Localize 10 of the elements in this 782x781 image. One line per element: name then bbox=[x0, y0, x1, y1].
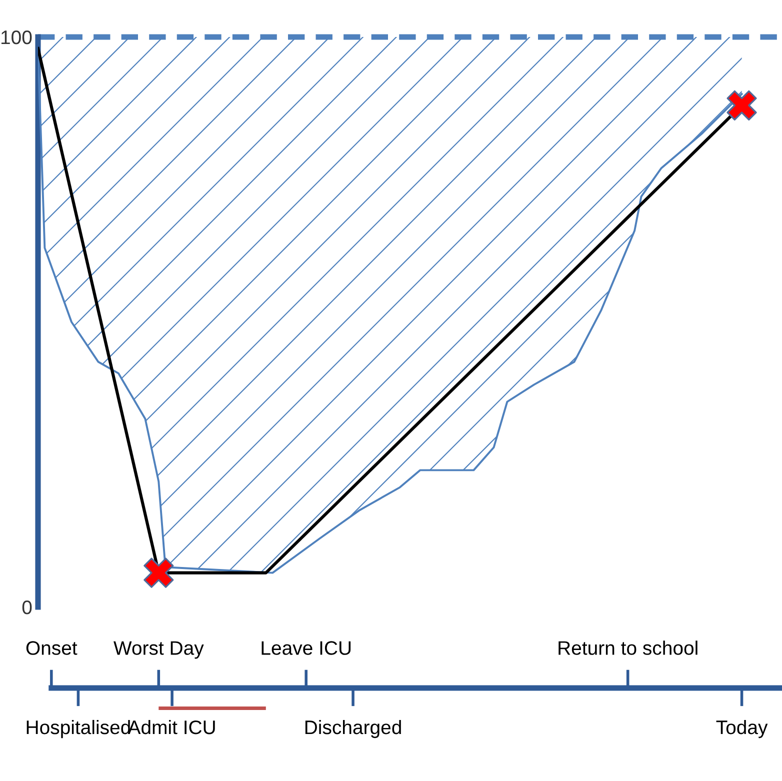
y-tick-label: 0 bbox=[22, 600, 32, 614]
x-tick-label: Leave ICU bbox=[262, 641, 351, 655]
x-tick-label: Return to school bbox=[558, 640, 698, 655]
x-tick-label: Onset bbox=[26, 641, 78, 655]
x-tick-label: Today bbox=[716, 720, 768, 738]
x-tick-label: Hospitalised bbox=[26, 720, 130, 738]
x-tick-label: Worst Day bbox=[114, 641, 204, 659]
y-tick-label: 100 bbox=[1, 30, 32, 44]
x-tick-label: Discharged bbox=[305, 720, 401, 738]
x-tick-label: Admit ICU bbox=[128, 720, 215, 734]
